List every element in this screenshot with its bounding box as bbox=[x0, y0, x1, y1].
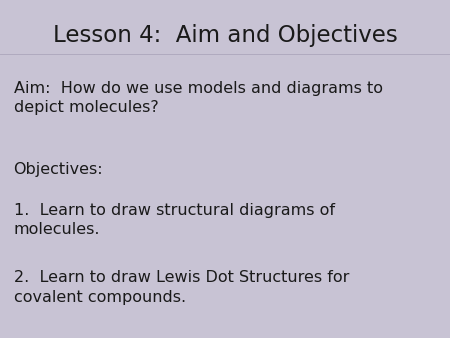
Text: Aim:  How do we use models and diagrams to
depict molecules?: Aim: How do we use models and diagrams t… bbox=[14, 81, 382, 115]
Text: 1.  Learn to draw structural diagrams of
molecules.: 1. Learn to draw structural diagrams of … bbox=[14, 203, 334, 237]
Text: 2.  Learn to draw Lewis Dot Structures for
covalent compounds.: 2. Learn to draw Lewis Dot Structures fo… bbox=[14, 270, 349, 305]
Text: Objectives:: Objectives: bbox=[14, 162, 103, 177]
Text: Lesson 4:  Aim and Objectives: Lesson 4: Aim and Objectives bbox=[53, 24, 397, 47]
